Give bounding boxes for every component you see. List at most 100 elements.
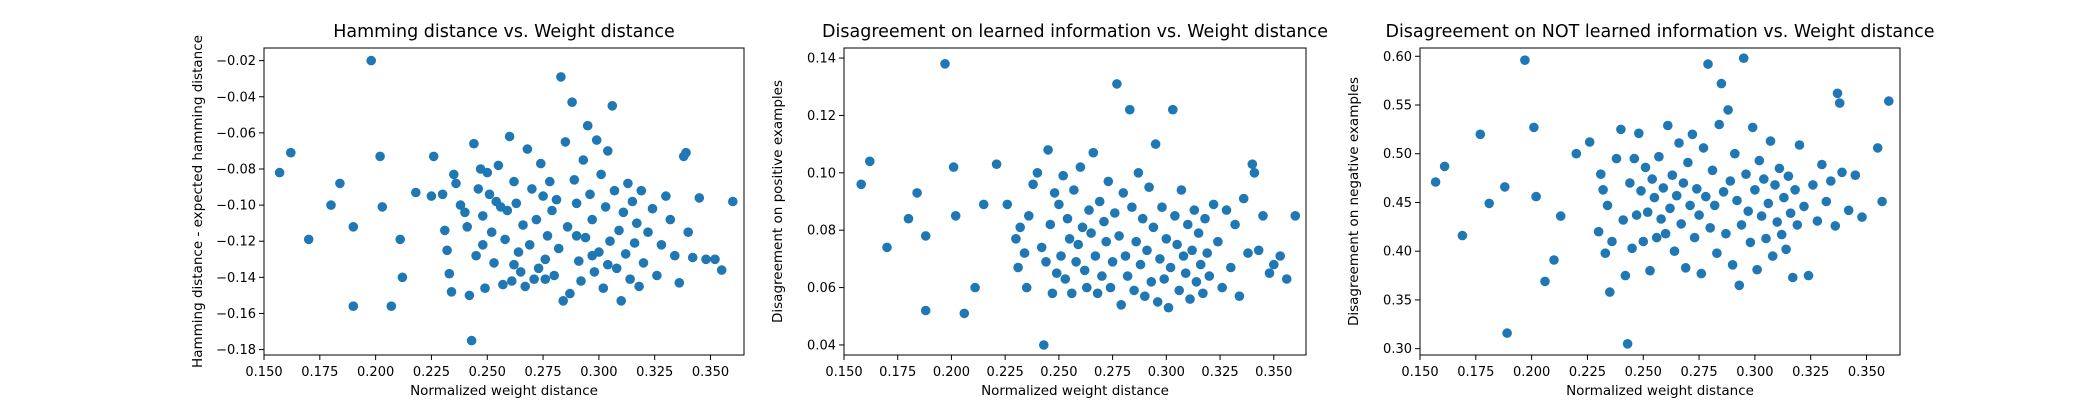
data-point bbox=[1772, 217, 1782, 227]
data-point bbox=[1685, 200, 1695, 211]
data-point bbox=[565, 288, 575, 299]
data-point bbox=[1781, 244, 1791, 255]
data-point bbox=[1716, 78, 1727, 89]
data-point bbox=[536, 158, 546, 169]
x-tick-label: 0.250 bbox=[1040, 365, 1077, 380]
data-point bbox=[1656, 214, 1666, 224]
data-point bbox=[1131, 236, 1141, 247]
data-point bbox=[1094, 196, 1105, 207]
data-point bbox=[1830, 221, 1841, 231]
data-point bbox=[674, 278, 685, 288]
y-tick-label: 0.30 bbox=[1383, 342, 1412, 357]
data-point bbox=[1127, 202, 1137, 212]
data-point bbox=[1625, 178, 1635, 188]
data-point bbox=[1079, 265, 1090, 276]
data-point bbox=[603, 146, 613, 156]
data-point bbox=[605, 236, 615, 246]
data-point bbox=[1264, 268, 1275, 279]
data-point bbox=[498, 279, 508, 290]
data-point bbox=[1043, 145, 1053, 155]
data-point bbox=[1821, 196, 1832, 207]
y-tick-label: −0.12 bbox=[216, 235, 256, 250]
data-point bbox=[1671, 190, 1682, 201]
data-point bbox=[1723, 105, 1733, 115]
data-point bbox=[1032, 168, 1043, 178]
data-point bbox=[1198, 288, 1208, 299]
data-point bbox=[1150, 139, 1161, 149]
data-point bbox=[1770, 180, 1780, 190]
data-point bbox=[1226, 262, 1236, 273]
data-point bbox=[950, 211, 961, 221]
data-point bbox=[978, 199, 989, 210]
data-point bbox=[580, 232, 591, 243]
data-point bbox=[1705, 223, 1715, 233]
data-point bbox=[545, 176, 555, 187]
data-point bbox=[1247, 159, 1258, 169]
data-point bbox=[335, 178, 345, 189]
data-point bbox=[1056, 251, 1066, 261]
data-point bbox=[1734, 280, 1745, 291]
y-tick-label: −0.04 bbox=[216, 90, 256, 105]
data-point bbox=[609, 185, 620, 196]
data-point bbox=[1799, 201, 1809, 212]
data-point bbox=[348, 301, 359, 312]
plot-frame bbox=[1419, 47, 1901, 356]
data-point bbox=[511, 198, 522, 209]
data-point bbox=[1064, 234, 1075, 244]
data-point bbox=[1101, 236, 1111, 247]
data-point bbox=[1183, 219, 1193, 230]
y-tick-label: −0.14 bbox=[216, 271, 256, 286]
data-point bbox=[440, 225, 450, 236]
data-point bbox=[1660, 228, 1671, 239]
data-point bbox=[558, 296, 568, 306]
data-point bbox=[1189, 205, 1200, 215]
data-point bbox=[694, 193, 705, 203]
y-tick-label: −0.08 bbox=[216, 162, 256, 177]
y-tick-label: 0.55 bbox=[1383, 99, 1412, 114]
data-point bbox=[1843, 205, 1854, 216]
data-point bbox=[1176, 185, 1187, 195]
data-point bbox=[1234, 291, 1245, 302]
data-point bbox=[395, 234, 406, 245]
data-point bbox=[524, 240, 535, 250]
data-point bbox=[603, 259, 613, 270]
data-point bbox=[582, 120, 593, 131]
data-point bbox=[618, 207, 629, 218]
data-point bbox=[578, 155, 589, 165]
data-point bbox=[687, 252, 698, 263]
data-point bbox=[455, 200, 466, 210]
data-point bbox=[647, 203, 658, 214]
data-point bbox=[556, 72, 566, 82]
y-tick-label: 0.50 bbox=[1383, 147, 1412, 162]
y-tick-label: 0.12 bbox=[807, 109, 836, 124]
data-point bbox=[1125, 104, 1135, 115]
data-point bbox=[1253, 245, 1264, 256]
data-point bbox=[547, 205, 557, 216]
data-point bbox=[469, 138, 479, 149]
data-point bbox=[1129, 285, 1139, 296]
data-point bbox=[1785, 208, 1796, 218]
data-point bbox=[1598, 185, 1608, 195]
data-point bbox=[1712, 248, 1722, 258]
data-point bbox=[1155, 254, 1165, 264]
data-point bbox=[1075, 162, 1086, 172]
data-point bbox=[1142, 245, 1152, 256]
data-point bbox=[411, 187, 421, 198]
data-point bbox=[1275, 251, 1285, 261]
data-point bbox=[1217, 282, 1227, 293]
data-point bbox=[571, 231, 582, 241]
data-point bbox=[728, 196, 738, 207]
data-point bbox=[553, 243, 564, 254]
x-tick-label: 0.200 bbox=[357, 365, 394, 380]
data-point bbox=[638, 258, 649, 268]
data-point bbox=[1058, 170, 1068, 181]
data-point bbox=[1834, 98, 1845, 108]
data-point bbox=[1500, 182, 1510, 192]
data-point bbox=[527, 184, 537, 194]
data-point bbox=[504, 131, 515, 142]
data-point bbox=[1884, 96, 1894, 106]
data-point bbox=[482, 167, 493, 178]
data-point bbox=[600, 202, 611, 212]
data-point bbox=[571, 198, 582, 209]
data-point bbox=[1674, 138, 1684, 148]
